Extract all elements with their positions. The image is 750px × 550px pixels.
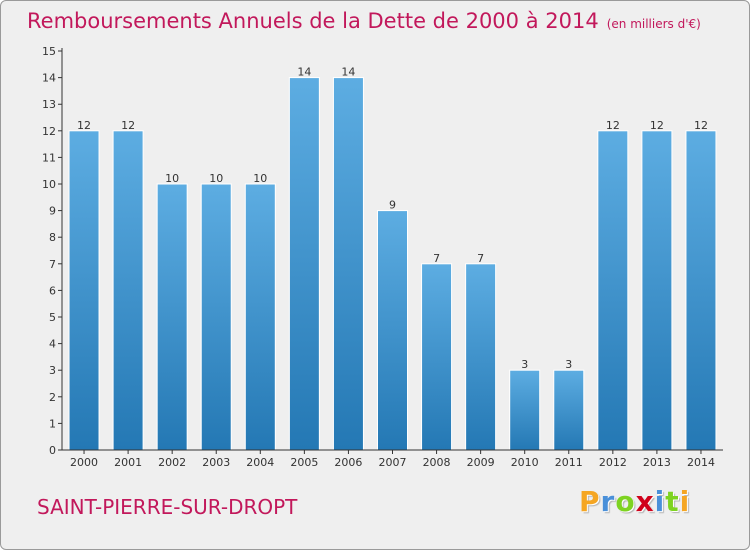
x-tick-label: 2007	[379, 456, 407, 469]
bar-value-label: 10	[165, 172, 179, 185]
x-tick-label: 2011	[555, 456, 583, 469]
bar-value-label: 12	[121, 119, 135, 132]
logo-letter: i	[679, 485, 691, 518]
logo-letter: i	[654, 485, 666, 518]
logo-letter: t	[665, 485, 680, 518]
bar	[641, 130, 673, 451]
y-tick-label: 4	[49, 338, 56, 351]
bar-value-label: 12	[606, 119, 620, 132]
bar-value-label: 10	[209, 172, 223, 185]
y-tick-label: 9	[49, 205, 56, 218]
chart-title: Remboursements Annuels de la Dette de 20…	[27, 9, 701, 33]
bar	[421, 263, 453, 451]
bar	[377, 210, 408, 451]
bar-value-label: 14	[297, 66, 311, 79]
bar	[68, 130, 100, 451]
y-tick-label: 15	[42, 45, 56, 58]
y-tick-label: 13	[42, 98, 56, 111]
x-tick-label: 2014	[687, 456, 715, 469]
y-tick-label: 6	[49, 284, 56, 297]
y-tick-label: 1	[49, 417, 56, 430]
bar-value-label: 7	[433, 252, 440, 265]
proxiti-logo: Proxiti	[579, 485, 690, 518]
x-tick-label: 2004	[246, 456, 274, 469]
x-tick-label: 2002	[158, 456, 186, 469]
x-tick-label: 2013	[643, 456, 671, 469]
bar-value-label: 3	[565, 358, 572, 371]
bar-value-label: 9	[389, 199, 396, 212]
x-tick-label: 2008	[423, 456, 451, 469]
bar	[288, 77, 320, 451]
bar	[465, 263, 497, 451]
logo-letter: o	[615, 485, 636, 518]
x-tick-label: 2005	[290, 456, 318, 469]
bar	[685, 130, 717, 451]
y-tick-label: 7	[49, 258, 56, 271]
logo-letter: P	[579, 485, 601, 518]
bar	[200, 183, 232, 451]
x-tick-label: 2006	[334, 456, 362, 469]
x-tick-label: 2012	[599, 456, 627, 469]
bar	[553, 369, 585, 451]
bar-value-label: 12	[694, 119, 708, 132]
x-tick-label: 2000	[70, 456, 98, 469]
bar	[156, 183, 188, 451]
bar-value-label: 12	[650, 119, 664, 132]
bar	[509, 369, 541, 451]
logo-letter: r	[600, 485, 616, 518]
y-tick-label: 14	[42, 72, 56, 85]
x-tick-label: 2003	[202, 456, 230, 469]
bar	[112, 130, 144, 451]
x-tick-label: 2010	[511, 456, 539, 469]
y-tick-label: 8	[49, 231, 56, 244]
x-tick-label: 2001	[114, 456, 142, 469]
y-tick-label: 11	[42, 151, 56, 164]
bar-value-label: 7	[477, 252, 484, 265]
bar	[244, 183, 276, 451]
y-tick-label: 2	[49, 391, 56, 404]
y-tick-label: 5	[49, 311, 56, 324]
chart-unit: (en milliers d'€)	[606, 17, 701, 31]
y-tick-label: 3	[49, 364, 56, 377]
bar	[332, 77, 364, 451]
y-tick-label: 0	[49, 444, 56, 457]
bar-value-label: 14	[341, 66, 355, 79]
bar-value-label: 10	[253, 172, 267, 185]
x-tick-label: 2009	[467, 456, 495, 469]
y-tick-label: 12	[42, 125, 56, 138]
bar-value-label: 12	[77, 119, 91, 132]
bar	[597, 130, 629, 451]
commune-name: SAINT-PIERRE-SUR-DROPT	[37, 495, 298, 519]
chart-title-text: Remboursements Annuels de la Dette de 20…	[27, 9, 599, 33]
bar-value-label: 3	[521, 358, 528, 371]
logo-letter: x	[635, 485, 655, 518]
y-tick-label: 10	[42, 178, 56, 191]
